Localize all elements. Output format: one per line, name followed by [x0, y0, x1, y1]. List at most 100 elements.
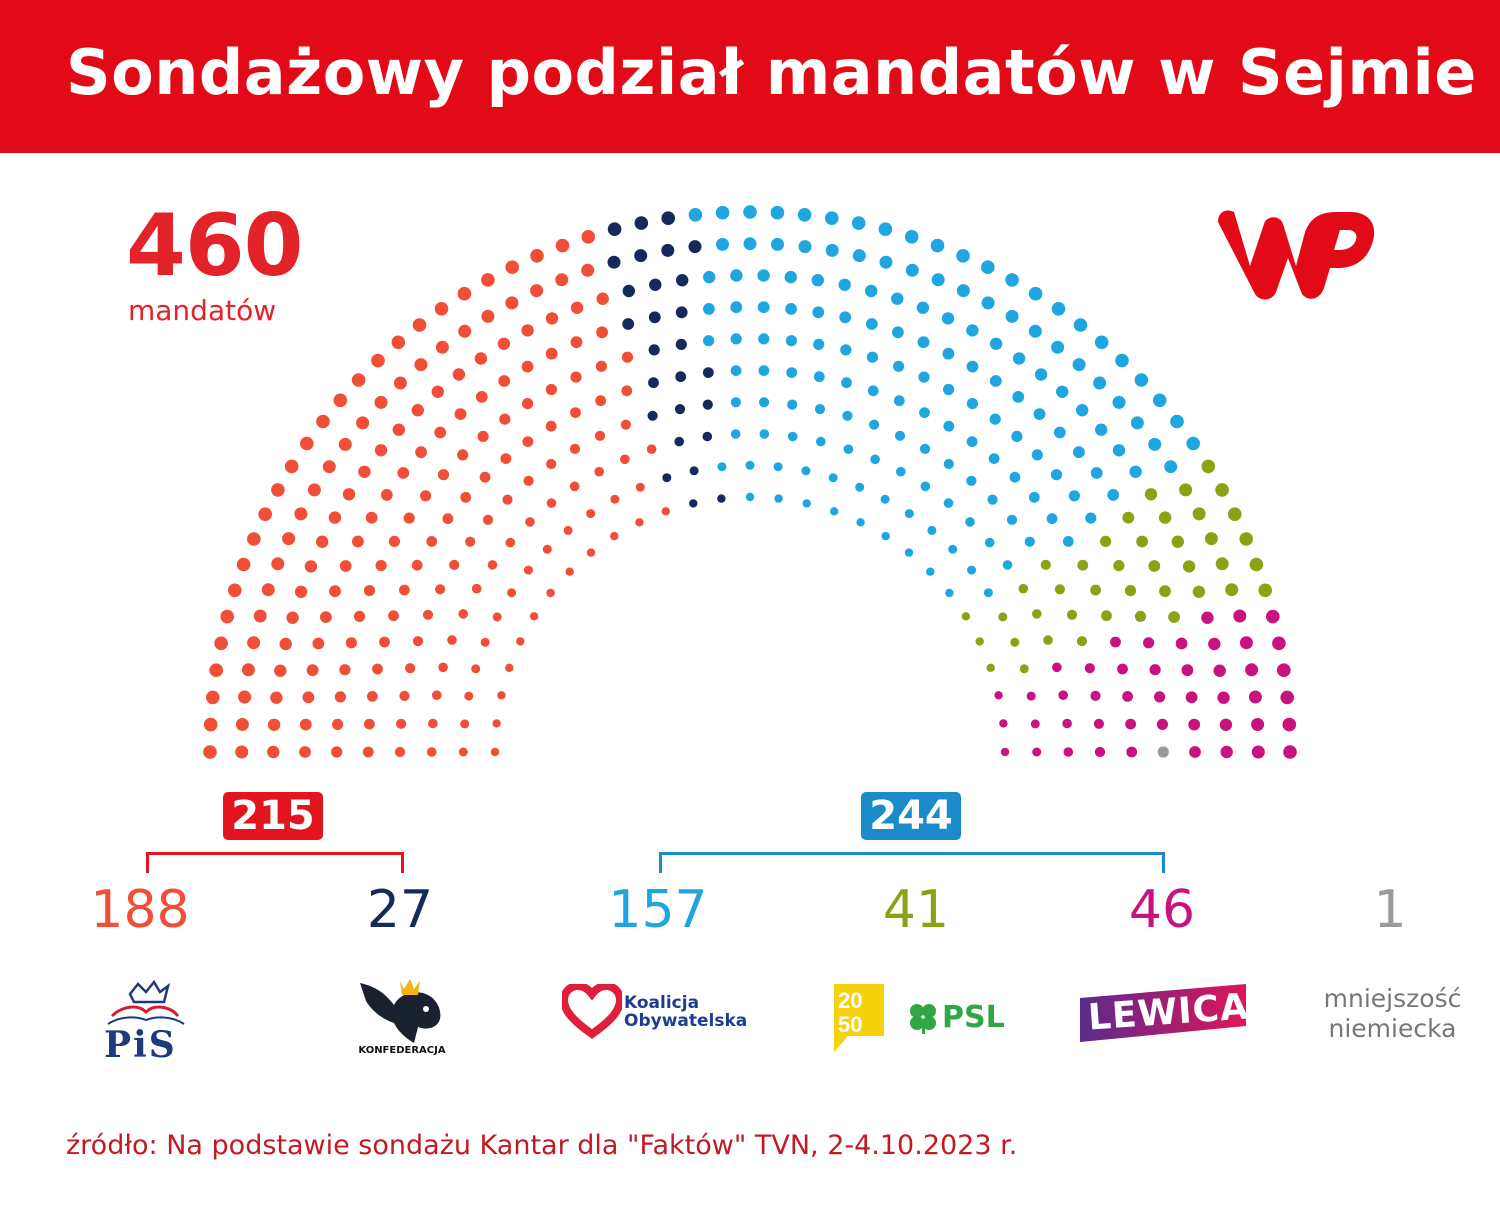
seat-dot-koalicja-obywatelska — [1051, 302, 1066, 316]
seat-dot-lewica — [1251, 718, 1265, 731]
seat-dot-koalicja-obywatelska — [843, 444, 854, 455]
seat-dot-pis — [431, 385, 444, 398]
seat-dot-pis — [270, 691, 283, 704]
seat-dot-lewica — [1201, 611, 1214, 624]
seat-dot-pis — [316, 535, 329, 548]
seat-dot-koalicja-obywatelska — [878, 222, 893, 236]
seat-dot-koalicja-obywatelska — [786, 367, 798, 378]
pis-logo-icon: PiS — [98, 976, 192, 1066]
seat-dot-koalicja-obywatelska — [1050, 469, 1063, 481]
seat-dot-konfederacja — [674, 436, 684, 447]
seat-dot-koalicja-obywatelska — [905, 263, 919, 277]
seat-dot-koalicja-obywatelska — [703, 270, 716, 284]
seat-dot-koalicja-obywatelska — [730, 301, 743, 314]
seat-dot-koalicja-obywatelska — [771, 237, 784, 251]
lewica-logo-icon: LEWICA — [1078, 982, 1250, 1044]
seat-dot-lewica — [1156, 718, 1168, 731]
seat-dot-koalicja-obywatelska — [1170, 414, 1184, 429]
seat-dot-koalicja-obywatelska — [838, 278, 851, 291]
seat-dot-pis — [492, 612, 502, 622]
seat-dot-trzecia-droga-pl-2050-psl — [1144, 488, 1158, 501]
seat-dot-pis — [505, 296, 519, 310]
seat-dot-koalicja-obywatelska — [943, 458, 954, 470]
seat-dot-koalicja-obywatelska — [1085, 512, 1097, 524]
seat-dot-koalicja-obywatelska — [816, 436, 826, 447]
seat-dot-koalicja-obywatelska — [716, 237, 729, 251]
seat-dot-koalicja-obywatelska — [841, 377, 852, 389]
seat-dot-pis — [570, 371, 582, 383]
seat-dot-pis — [507, 588, 517, 598]
seat-dot-koalicja-obywatelska — [715, 205, 730, 220]
seat-dot-pis — [596, 326, 608, 339]
seat-dot-pis — [235, 718, 249, 731]
seat-dot-pis — [396, 718, 407, 729]
seat-dot-koalicja-obywatelska — [948, 544, 958, 554]
seat-dot-pis — [595, 395, 607, 407]
seat-dot-konfederacja — [661, 243, 675, 257]
seat-dot-koalicja-obywatelska — [743, 205, 757, 219]
seat-dot-konfederacja — [675, 338, 687, 350]
seat-dot-konfederacja — [662, 473, 672, 483]
seat-dot-pis — [498, 375, 511, 387]
seat-dot-pis — [399, 584, 410, 596]
seat-dot-pis — [516, 637, 525, 646]
seat-dot-trzecia-droga-pl-2050-psl — [1182, 560, 1196, 573]
seat-dot-pis — [505, 663, 514, 672]
seat-dot-koalicja-obywatelska — [927, 525, 937, 535]
seat-dot-trzecia-droga-pl-2050-psl — [1228, 507, 1242, 521]
seat-dot-trzecia-droga-pl-2050-psl — [1215, 557, 1229, 571]
seat-dot-trzecia-droga-pl-2050-psl — [1040, 559, 1051, 571]
seat-dot-koalicja-obywatelska — [1073, 318, 1088, 332]
seat-dot-lewica — [1188, 718, 1201, 731]
ko-logo-line1: Koalicja — [624, 993, 700, 1013]
seat-dot-pis — [422, 609, 434, 620]
seat-dot-koalicja-obywatelska — [717, 462, 727, 472]
seat-dot-koalicja-obywatelska — [757, 301, 770, 314]
seat-dot-koalicja-obywatelska — [797, 208, 812, 222]
seat-dot-trzecia-droga-pl-2050-psl — [1136, 535, 1148, 548]
seat-dot-koalicja-obywatelska — [814, 404, 826, 415]
seat-dot-pis — [570, 407, 581, 418]
seat-dot-koalicja-obywatelska — [987, 494, 998, 505]
seat-count-konfederacja: 27 — [366, 880, 434, 940]
seat-dot-konfederacja — [689, 499, 698, 508]
seat-dot-pis — [235, 745, 249, 759]
seat-dot-lewica — [1143, 637, 1155, 649]
seat-dot-pis — [300, 436, 314, 451]
seat-dot-konfederacja — [689, 466, 699, 476]
seat-dot-koalicja-obywatelska — [893, 395, 905, 407]
seat-dot-pis — [392, 423, 405, 436]
seat-dot-lewica — [1280, 690, 1294, 705]
seat-dot-pis — [581, 230, 596, 244]
seat-dot-pis — [220, 609, 234, 624]
seat-dot-koalicja-obywatelska — [893, 360, 905, 372]
seat-count-ko: 157 — [608, 880, 708, 940]
seat-dot-konfederacja — [634, 249, 648, 263]
seat-dot-koalicja-obywatelska — [931, 273, 945, 287]
seat-dot-koalicja-obywatelska — [813, 338, 825, 350]
seat-dot-pis — [414, 358, 428, 372]
seat-dot-koalicja-obywatelska — [1152, 393, 1167, 408]
seat-dot-pis — [426, 536, 438, 547]
seat-dot-koalicja-obywatelska — [856, 518, 865, 527]
seat-dot-koalicja-obywatelska — [802, 499, 811, 508]
seat-dot-pis — [307, 483, 321, 497]
minority-label-line2: niemiecka — [1328, 1014, 1457, 1043]
seat-dot-koalicja-obywatelska — [919, 443, 931, 454]
seat-dot-trzecia-droga-pl-2050-psl — [1077, 559, 1089, 571]
seat-dot-lewica — [1154, 691, 1166, 703]
seat-dot-lewica — [1233, 609, 1247, 623]
seat-dot-konfederacja — [607, 255, 621, 269]
seat-dot-pis — [228, 583, 242, 598]
seat-dot-koalicja-obywatelska — [1115, 353, 1129, 368]
seat-dot-pis — [505, 260, 519, 275]
seat-dot-trzecia-droga-pl-2050-psl — [1018, 583, 1029, 594]
seat-dot-pis — [505, 537, 516, 548]
seat-dot-pis — [492, 719, 501, 728]
seat-dot-trzecia-droga-pl-2050-psl — [1100, 535, 1112, 548]
seat-dot-pis — [661, 507, 670, 516]
seat-dot-koalicja-obywatelska — [866, 351, 879, 363]
seat-dot-pis — [610, 531, 619, 541]
seat-dot-koalicja-obywatelska — [825, 211, 839, 225]
coalition-left-total: 215 — [223, 792, 323, 840]
